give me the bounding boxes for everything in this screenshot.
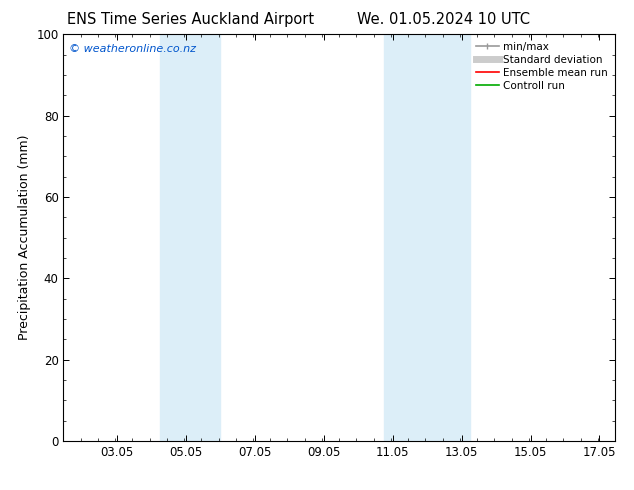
- Text: © weatheronline.co.nz: © weatheronline.co.nz: [69, 45, 196, 54]
- Bar: [160, 34, 220, 441]
- Text: We. 01.05.2024 10 UTC: We. 01.05.2024 10 UTC: [358, 12, 530, 27]
- Y-axis label: Precipitation Accumulation (mm): Precipitation Accumulation (mm): [18, 135, 30, 341]
- Text: ENS Time Series Auckland Airport: ENS Time Series Auckland Airport: [67, 12, 314, 27]
- Legend: min/max, Standard deviation, Ensemble mean run, Controll run: min/max, Standard deviation, Ensemble me…: [474, 40, 610, 93]
- Bar: [384, 34, 470, 441]
